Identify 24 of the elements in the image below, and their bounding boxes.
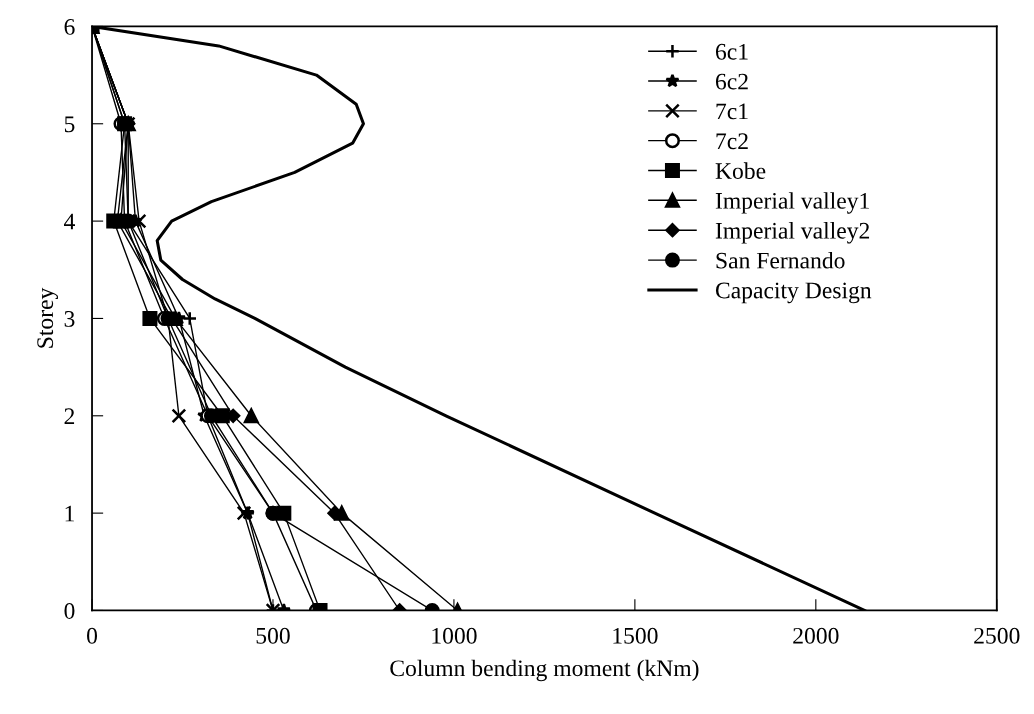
legend-label: Imperial valley2 xyxy=(715,222,870,244)
y-tick-label: 4 xyxy=(64,213,75,230)
legend-label: 6c1 xyxy=(715,43,748,60)
legend-label: Kobe xyxy=(715,162,766,179)
legend-label: Imperial valley1 xyxy=(715,192,869,214)
legend-label: Capacity Design xyxy=(715,282,872,304)
y-tick-label: 0 xyxy=(64,602,75,619)
x-tick-label: 0 xyxy=(87,627,98,644)
x-tick-label: 2500 xyxy=(974,627,1020,644)
x-tick-label: 1000 xyxy=(432,627,477,644)
legend-label: 7c2 xyxy=(716,133,748,150)
legend-label: 6c2 xyxy=(715,73,748,90)
y-tick-label: 2 xyxy=(64,408,75,424)
y-tick-label: 5 xyxy=(64,116,75,133)
y-tick-label: 6 xyxy=(64,18,75,35)
x-tick-label: 1500 xyxy=(613,627,658,644)
y-axis-title: Storey xyxy=(37,287,58,348)
x-tick-label: 500 xyxy=(256,627,290,644)
legend-label: 7c1 xyxy=(716,103,748,120)
y-tick-label: 1 xyxy=(65,505,74,522)
legend-label: San Fernando xyxy=(716,251,845,269)
y-tick-label: 3 xyxy=(64,311,75,327)
x-tick-label: 2000 xyxy=(793,627,839,644)
x-axis-title: Column bending moment (kNm) xyxy=(390,659,699,682)
